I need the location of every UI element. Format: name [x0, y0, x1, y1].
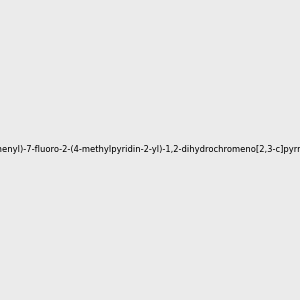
- Text: 1-(3-Bromophenyl)-7-fluoro-2-(4-methylpyridin-2-yl)-1,2-dihydrochromeno[2,3-c]py: 1-(3-Bromophenyl)-7-fluoro-2-(4-methylpy…: [0, 146, 300, 154]
